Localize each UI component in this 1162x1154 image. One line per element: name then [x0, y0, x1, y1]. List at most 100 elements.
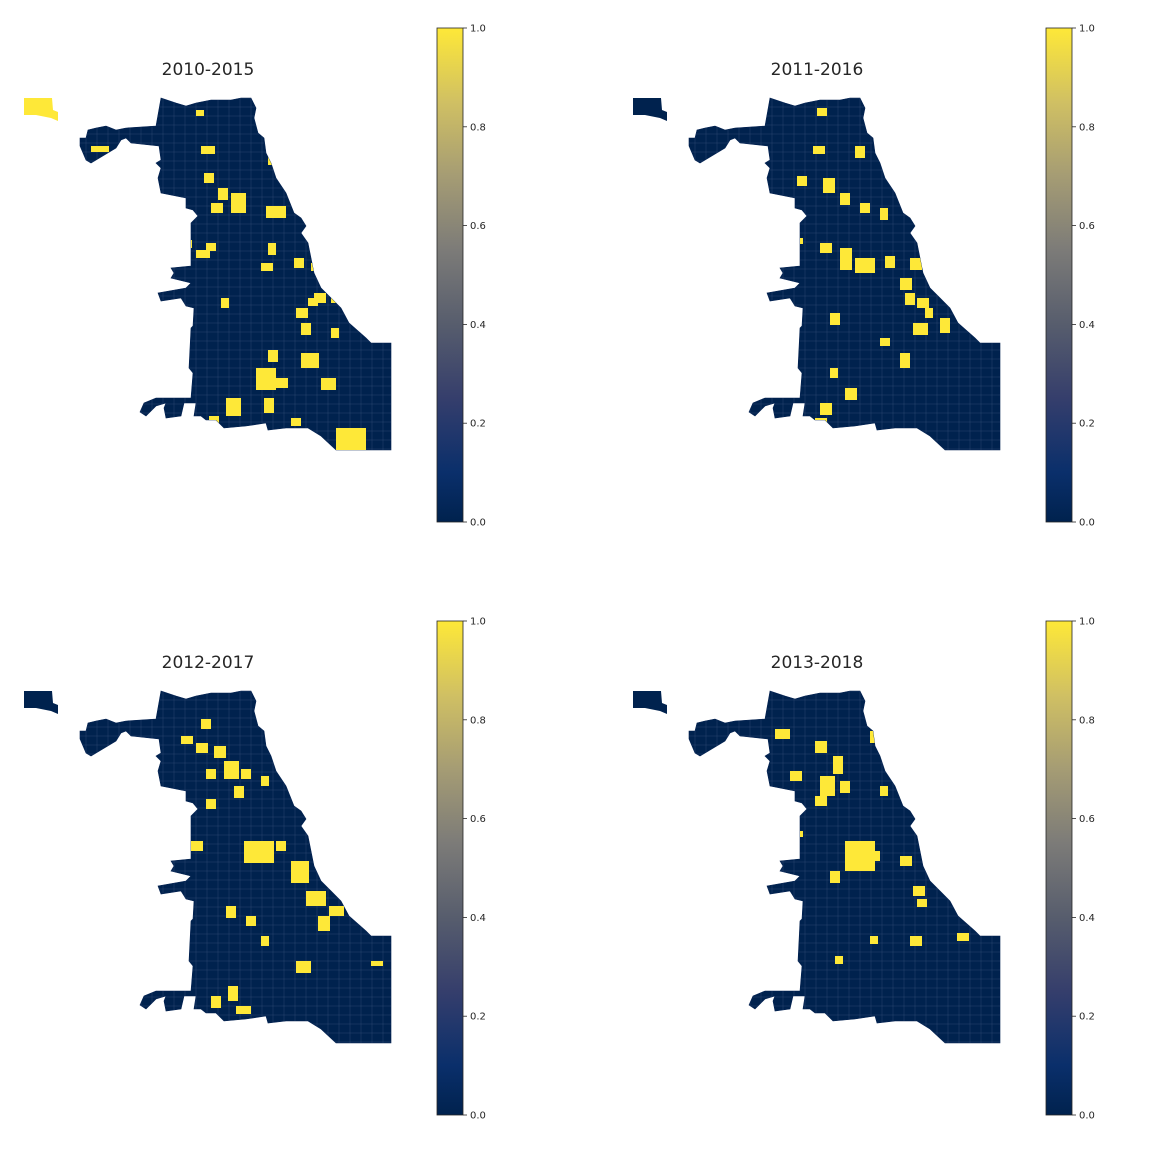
- colorbar-tick-label: 1.0: [470, 617, 486, 628]
- highlighted-tract: [171, 806, 183, 816]
- colorbar-tick-label: 0.0: [470, 518, 486, 529]
- panel-title: 2011-2016: [771, 60, 864, 80]
- highlighted-tract: [835, 956, 843, 964]
- highlighted-tract: [209, 416, 219, 428]
- colorbar-tick-label: 1.0: [470, 24, 486, 35]
- highlighted-tract: [268, 706, 278, 714]
- highlighted-tract: [211, 996, 221, 1008]
- highlighted-tract: [308, 298, 318, 306]
- highlighted-tract: [820, 776, 835, 796]
- highlighted-tract: [276, 841, 286, 851]
- highlighted-tract: [945, 871, 957, 881]
- highlighted-tract: [191, 841, 203, 851]
- highlighted-tract: [318, 916, 330, 931]
- highlighted-tract: [246, 916, 256, 926]
- city-map: [24, 690, 392, 1044]
- highlighted-tract: [329, 906, 344, 916]
- city-boundary: [79, 97, 392, 451]
- highlighted-tract: [905, 293, 915, 305]
- colorbar-tick-label: 0.0: [470, 1111, 486, 1122]
- highlighted-tract: [855, 258, 875, 273]
- highlighted-tract: [264, 398, 274, 413]
- highlighted-tract: [236, 1006, 251, 1014]
- highlighted-tract: [830, 871, 840, 883]
- highlighted-tract: [930, 861, 945, 873]
- colorbar-tick-label: 0.6: [470, 814, 486, 825]
- ohare-parcel: [633, 98, 667, 121]
- highlighted-tract: [214, 746, 226, 758]
- colorbar-tick-label: 0.8: [470, 122, 486, 133]
- colorbar-tick-label: 0.2: [470, 1012, 486, 1023]
- highlighted-tract: [314, 293, 326, 303]
- highlighted-tract: [336, 428, 366, 450]
- highlighted-tract: [159, 240, 192, 248]
- highlighted-tract: [833, 756, 843, 774]
- colorbar-gradient: [436, 620, 464, 1116]
- panel-title: 2013-2018: [771, 653, 864, 673]
- highlighted-tract: [820, 403, 832, 415]
- map-panel-p2012: 2012-2017 0.0 0.2 0.4 0.6 0.8 1.0: [24, 617, 486, 1122]
- highlighted-tract: [244, 841, 274, 863]
- highlighted-tract: [845, 388, 857, 400]
- highlighted-tract: [226, 398, 241, 416]
- highlighted-tract: [266, 206, 286, 218]
- colorbar-tick-label: 0.6: [470, 221, 486, 232]
- map-panel-p2010: 2010-2015 0.0 0.2 0.4 0.6 0.8 1.0: [24, 24, 486, 529]
- highlighted-tract: [371, 961, 383, 966]
- colorbar-tick-label: 1.0: [1079, 24, 1095, 35]
- highlighted-tract: [224, 761, 239, 779]
- highlighted-tract: [291, 861, 309, 883]
- highlighted-tract: [917, 298, 929, 308]
- highlighted-tract: [870, 851, 880, 861]
- highlighted-tract: [321, 378, 336, 390]
- highlighted-tract: [880, 208, 888, 220]
- city-boundary: [688, 690, 1001, 1044]
- highlighted-tract: [301, 323, 311, 335]
- colorbar-gradient: [436, 27, 464, 523]
- highlighted-tract: [91, 146, 109, 152]
- highlighted-tract: [813, 146, 825, 154]
- colorbar-tick-label: 0.2: [1079, 1012, 1095, 1023]
- highlighted-tract: [900, 278, 912, 290]
- colorbar-tick-label: 0.4: [470, 913, 486, 924]
- highlighted-tract: [815, 741, 827, 753]
- city-boundary: [688, 97, 1001, 451]
- highlighted-tract: [206, 243, 216, 251]
- highlighted-tract: [797, 176, 807, 186]
- highlighted-tract: [883, 128, 891, 146]
- colorbar-gradient: [1045, 620, 1073, 1116]
- highlighted-tract: [276, 378, 288, 388]
- city-map: [633, 97, 1001, 451]
- colorbar-gradient: [1045, 27, 1073, 523]
- highlighted-tract: [900, 856, 912, 866]
- highlighted-tract: [221, 298, 229, 308]
- highlighted-tract: [181, 736, 193, 744]
- colorbar-tick-label: 0.2: [1079, 419, 1095, 430]
- highlighted-tract: [815, 418, 827, 428]
- highlighted-tract: [261, 776, 269, 786]
- colorbar: 0.0 0.2 0.4 0.6 0.8 1.0: [1045, 24, 1095, 529]
- highlighted-tract: [296, 961, 311, 973]
- highlighted-tract: [196, 110, 204, 116]
- highlighted-tract: [840, 781, 850, 793]
- city-boundary: [79, 690, 392, 1044]
- highlighted-tract: [321, 871, 329, 879]
- colorbar-tick-label: 0.0: [1079, 1111, 1095, 1122]
- highlighted-tract: [264, 123, 274, 132]
- colorbar-tick-label: 0.4: [1079, 913, 1095, 924]
- colorbar-tick-label: 0.8: [1079, 122, 1095, 133]
- highlighted-tract: [201, 146, 215, 154]
- highlighted-tract: [204, 173, 214, 183]
- highlighted-tract: [823, 178, 835, 193]
- highlighted-tract: [773, 831, 803, 837]
- highlighted-tract: [296, 308, 308, 318]
- highlighted-tract: [957, 933, 969, 941]
- highlighted-tract: [331, 328, 339, 338]
- highlighted-tract: [860, 203, 870, 213]
- highlighted-tract: [226, 906, 236, 918]
- highlighted-tract: [291, 418, 301, 426]
- colorbar-tick-label: 1.0: [1079, 617, 1095, 628]
- highlighted-tract: [196, 743, 208, 753]
- highlighted-tract: [870, 108, 878, 116]
